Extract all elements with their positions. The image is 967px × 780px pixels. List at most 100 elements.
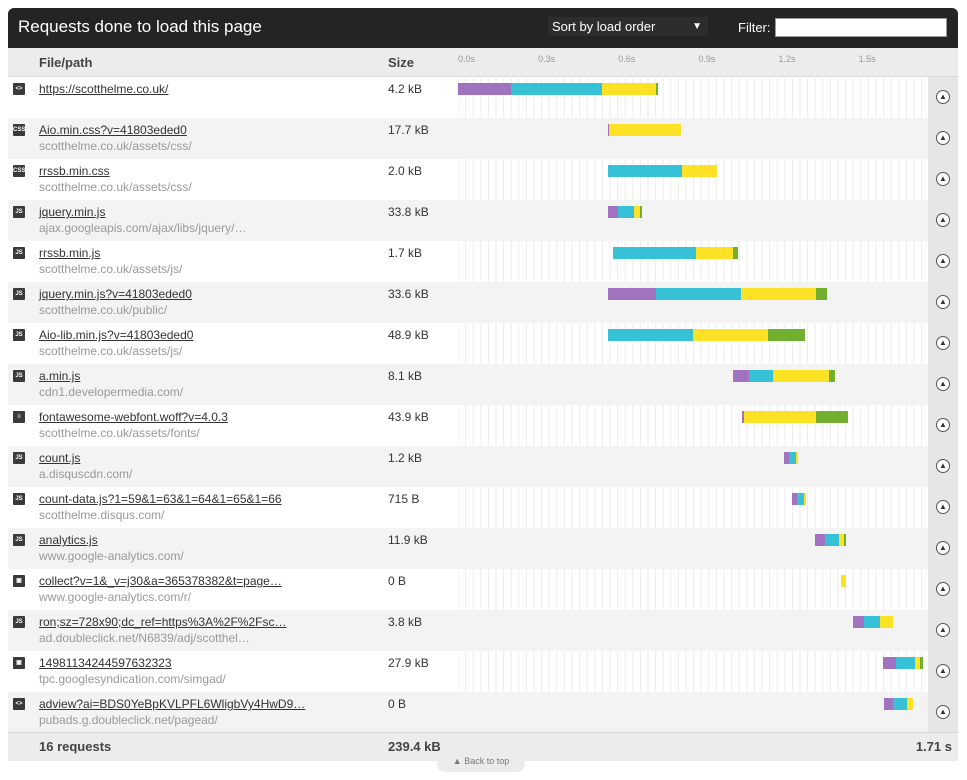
table-row[interactable]: JS Aio-lib.min.js?v=41803eded0 scotthelme.…: [8, 323, 958, 364]
request-path: scotthelme.co.uk/assets/js/: [39, 262, 183, 276]
request-path: scotthelme.disqus.com/: [39, 508, 165, 522]
request-file-link[interactable]: 14981134244597632323: [39, 656, 172, 670]
request-timeline-bar: [458, 118, 928, 159]
request-file-link[interactable]: rrssb.min.js: [39, 246, 101, 260]
timing-segment-wait: [682, 165, 718, 177]
image-file-icon: ▣: [13, 575, 25, 587]
request-size: 0 B: [388, 697, 407, 711]
request-timeline-bar: [458, 159, 928, 200]
expand-chevron-icon[interactable]: ▲: [936, 582, 950, 596]
timing-segment-blocking: [607, 124, 610, 136]
request-file-link[interactable]: rrssb.min.css: [39, 164, 110, 178]
table-row[interactable]: JS ron;sz=728x90;dc_ref=https%3A%2F%2Fsc……: [8, 610, 958, 651]
timing-segment-blocking: [607, 288, 656, 300]
table-row[interactable]: <> adview?ai=BDS0YeBpKVLPFL6WligbVy4HwD9……: [8, 692, 958, 733]
expand-chevron-icon[interactable]: ▲: [936, 459, 950, 473]
expand-chevron-icon[interactable]: ▲: [936, 377, 950, 391]
request-timeline-bar: [458, 651, 928, 692]
row-expander: ▲: [928, 487, 958, 528]
table-row[interactable]: ▣ 14981134244597632323 tpc.googlesyndicati…: [8, 651, 958, 692]
filter-label: Filter:: [738, 20, 771, 35]
timing-segment-wait: [795, 452, 798, 464]
table-row[interactable]: JS jquery.min.js ajax.googleapis.com/ajax/…: [8, 200, 958, 241]
timing-segment-blocking: [742, 411, 745, 423]
back-to-top-button[interactable]: ▲ Back to top: [437, 752, 525, 772]
request-size: 2.0 kB: [388, 164, 423, 178]
row-expander: ▲: [928, 364, 958, 405]
timing-segment-wait: [906, 698, 914, 710]
timing-segment-wait: [634, 206, 640, 218]
axis-tick-label: 0.3s: [538, 54, 556, 64]
request-size: 0 B: [388, 574, 407, 588]
axis-tick-label: 1.5s: [858, 54, 876, 64]
expand-chevron-icon[interactable]: ▲: [936, 541, 950, 555]
js-file-icon: JS: [13, 288, 25, 300]
timing-segment-connect: [511, 83, 603, 95]
row-expander: ▲: [928, 692, 958, 733]
request-file-link[interactable]: fontawesome-webfont.woff?v=4.0.3: [39, 410, 228, 424]
request-file-link[interactable]: adview?ai=BDS0YeBpKVLPFL6WligbVy4HwD9…: [39, 697, 306, 711]
request-path: a.disquscdn.com/: [39, 467, 133, 481]
request-timeline-bar: [458, 692, 928, 733]
row-expander: ▲: [928, 241, 958, 282]
timing-segment-connect: [895, 657, 915, 669]
expand-chevron-icon[interactable]: ▲: [936, 213, 950, 227]
column-size[interactable]: Size: [388, 55, 415, 70]
request-timeline-bar: [458, 446, 928, 487]
timing-segment-connect: [789, 452, 796, 464]
request-file-link[interactable]: Aio-lib.min.js?v=41803eded0: [39, 328, 194, 342]
chevron-down-icon: ▼: [692, 21, 702, 32]
table-row[interactable]: ▣ collect?v=1&_v=j30&a=365378382&t=page… w…: [8, 569, 958, 610]
html-file-icon: <>: [13, 83, 25, 95]
timing-segment-connect: [618, 206, 635, 218]
request-size: 33.6 kB: [388, 287, 429, 301]
expand-chevron-icon[interactable]: ▲: [936, 705, 950, 719]
timing-segment-receive: [843, 534, 846, 546]
expand-chevron-icon[interactable]: ▲: [936, 500, 950, 514]
request-file-link[interactable]: jquery.min.js: [39, 205, 106, 219]
table-row[interactable]: CSS rrssb.min.css scotthelme.co.uk/assets/…: [8, 159, 958, 200]
table-row[interactable]: <> https://scotthelme.co.uk/4.2 kB ▲: [8, 77, 958, 118]
request-file-link[interactable]: count-data.js?1=59&1=63&1=64&1=65&1=66: [39, 492, 282, 506]
request-timeline-bar: [458, 610, 928, 651]
expand-chevron-icon[interactable]: ▲: [936, 418, 950, 432]
row-expander: ▲: [928, 610, 958, 651]
timing-segment-connect: [607, 329, 693, 341]
request-file-link[interactable]: a.min.js: [39, 369, 81, 383]
expand-chevron-icon[interactable]: ▲: [936, 172, 950, 186]
table-row[interactable]: JS count.js a.disquscdn.com/1.2 kB ▲: [8, 446, 958, 487]
request-file-link[interactable]: count.js: [39, 451, 81, 465]
request-file-link[interactable]: analytics.js: [39, 533, 98, 547]
expand-chevron-icon[interactable]: ▲: [936, 90, 950, 104]
request-file-link[interactable]: collect?v=1&_v=j30&a=365378382&t=page…: [39, 574, 282, 588]
request-size: 4.2 kB: [388, 82, 423, 96]
request-timeline-bar: [458, 323, 928, 364]
table-row[interactable]: ≡ fontawesome-webfont.woff?v=4.0.3 scotthe…: [8, 405, 958, 446]
table-row[interactable]: JS jquery.min.js?v=41803eded0 scotthelme.c…: [8, 282, 958, 323]
filter-input[interactable]: [775, 18, 947, 37]
timing-segment-blocking: [791, 493, 798, 505]
request-file-link[interactable]: jquery.min.js?v=41803eded0: [39, 287, 192, 301]
table-row[interactable]: CSS Aio.min.css?v=41803eded0 scotthelme.co…: [8, 118, 958, 159]
timing-segment-receive: [639, 206, 643, 218]
request-path: scotthelme.co.uk/assets/css/: [39, 139, 192, 153]
expand-chevron-icon[interactable]: ▲: [936, 254, 950, 268]
request-file-link[interactable]: Aio.min.css?v=41803eded0: [39, 123, 187, 137]
row-expander: ▲: [928, 77, 958, 118]
request-file-link[interactable]: ron;sz=728x90;dc_ref=https%3A%2F%2Fsc…: [39, 615, 287, 629]
expand-chevron-icon[interactable]: ▲: [936, 623, 950, 637]
timing-segment-blocking: [814, 534, 826, 546]
table-row[interactable]: JS count-data.js?1=59&1=63&1=64&1=65&1=66…: [8, 487, 958, 528]
sort-dropdown[interactable]: Sort by load order ▼: [548, 17, 708, 36]
request-size: 1.2 kB: [388, 451, 423, 465]
expand-chevron-icon[interactable]: ▲: [936, 664, 950, 678]
expand-chevron-icon[interactable]: ▲: [936, 336, 950, 350]
timing-segment-receive: [919, 657, 923, 669]
table-row[interactable]: JS a.min.js cdn1.developermedia.com/8.1 kB…: [8, 364, 958, 405]
table-row[interactable]: JS rrssb.min.js scotthelme.co.uk/assets/js…: [8, 241, 958, 282]
expand-chevron-icon[interactable]: ▲: [936, 131, 950, 145]
request-file-link[interactable]: https://scotthelme.co.uk/: [39, 82, 169, 96]
expand-chevron-icon[interactable]: ▲: [936, 295, 950, 309]
column-file-path[interactable]: File/path: [39, 55, 93, 70]
table-row[interactable]: JS analytics.js www.google-analytics.com/1…: [8, 528, 958, 569]
